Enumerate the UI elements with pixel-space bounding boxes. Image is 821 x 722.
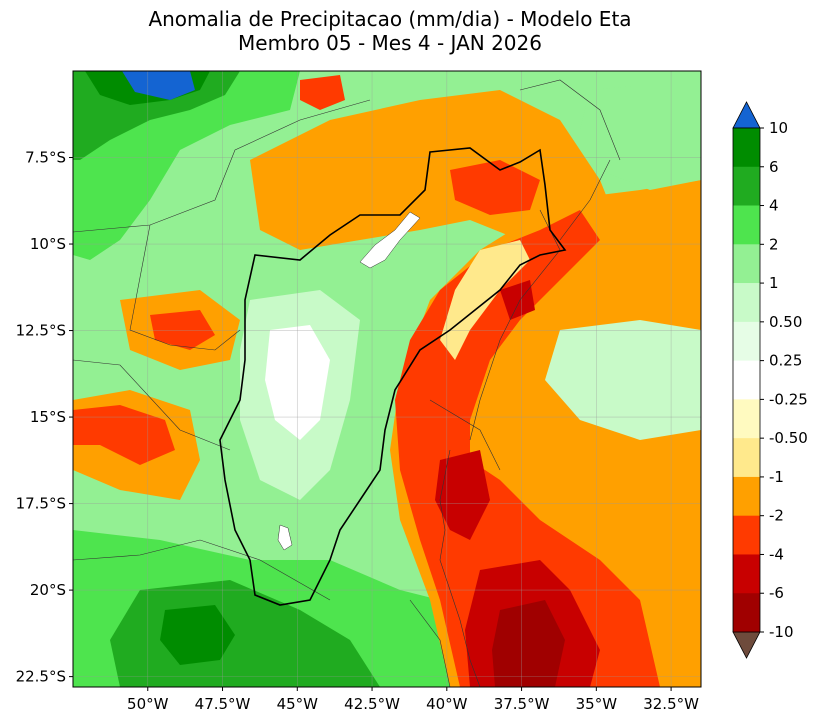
colorbar-tick-label: 10 <box>769 119 788 137</box>
colorbar-swatch <box>733 128 760 168</box>
lat-tick-label: 12.5°S <box>16 322 66 340</box>
field-red-north <box>300 75 345 110</box>
field-yellow-strip <box>440 240 530 360</box>
state-boundaries <box>73 79 621 687</box>
lake-north <box>359 211 421 269</box>
lon-tick-label: 40°W <box>426 695 468 713</box>
colorbar-swatch <box>733 554 760 594</box>
colorbar-swatch <box>733 360 760 400</box>
field-red-north-2 <box>450 160 540 215</box>
colorbar-tick-label: -0.25 <box>769 390 808 408</box>
colorbar-swatch <box>733 166 760 206</box>
field-green-east <box>545 320 701 440</box>
field-darkred-coast <box>500 280 535 320</box>
colorbar-tick-label: -4 <box>769 545 784 563</box>
field-blue-nw <box>122 71 195 100</box>
lat-tick-label: 22.5°S <box>16 668 66 686</box>
lon-tick-label: 37.5°W <box>494 695 550 713</box>
colorbar-extend-bottom <box>732 631 761 659</box>
colorbar-swatch <box>733 321 760 361</box>
colorbar-swatch <box>733 205 760 245</box>
colorbar-swatch <box>733 438 760 478</box>
lat-tick-label: 15°S <box>30 408 66 426</box>
lon-tick-label: 32.5°W <box>643 695 699 713</box>
region-outline <box>219 147 567 606</box>
field-red-west-2 <box>73 405 175 465</box>
colorbar-swatch <box>733 244 760 284</box>
colorbar-frame <box>732 127 761 633</box>
colorbar-tick-label: 0.50 <box>769 313 802 331</box>
longitude-ticks: 50°W 47.5°W 45°W 42.5°W 40°W 37.5°W 35°W 32.5°W <box>127 687 699 713</box>
lon-tick-label: 47.5°W <box>195 695 251 713</box>
colorbar-tick-label: -2 <box>769 507 784 525</box>
colorbar-swatch <box>733 515 760 555</box>
field-green-east-2 <box>580 80 701 190</box>
colorbar-extend-top <box>732 101 761 129</box>
map-title-line-2: Membro 05 - Mes 4 - JAN 2026 <box>238 31 542 55</box>
lon-tick-label: 50°W <box>127 695 169 713</box>
colorbar-swatch <box>733 593 760 633</box>
colorbar-tick-label: -1 <box>769 468 784 486</box>
latitude-ticks: 7.5°S 10°S 12.5°S 15°S 17.5°S 20°S 22.5°S <box>16 149 73 686</box>
lon-tick-label: 45°W <box>277 695 319 713</box>
lat-tick-label: 17.5°S <box>16 495 66 513</box>
map-title-line-1: Anomalia de Precipitacao (mm/dia) - Mode… <box>148 7 632 31</box>
colorbar-tick-label: 2 <box>769 235 779 253</box>
map-frame <box>72 70 702 688</box>
lat-tick-label: 10°S <box>30 235 66 253</box>
colorbar-tick-label: 1 <box>769 274 779 292</box>
field-orange-north <box>250 90 620 260</box>
colorbar: 10 6 4 2 1 0.50 0.25 -0.25 -0.50 -1 -2 -4 -6 -10 <box>732 101 808 659</box>
colorbar-tick-label: 0.25 <box>769 352 802 370</box>
field-darkestred-southeast <box>492 600 565 687</box>
lon-tick-label: 42.5°W <box>344 695 400 713</box>
field-darkgreen-sw-2 <box>160 605 235 665</box>
colorbar-tick-label: -10 <box>769 623 794 641</box>
colorbar-swatch <box>733 476 760 516</box>
colorbar-tick-label: -0.50 <box>769 429 808 447</box>
lat-tick-label: 7.5°S <box>25 149 66 167</box>
anomaly-field <box>73 71 701 687</box>
field-darkred-south <box>435 450 490 540</box>
colorbar-swatch <box>733 399 760 439</box>
colorbar-tick-label: 6 <box>769 158 779 176</box>
colorbar-tick-label: -6 <box>769 584 784 602</box>
lon-tick-label: 35°W <box>576 695 618 713</box>
lat-tick-label: 20°S <box>30 581 66 599</box>
colorbar-swatch <box>733 283 760 323</box>
colorbar-tick-label: 4 <box>769 197 779 215</box>
lake-south <box>277 524 293 551</box>
field-red-west <box>150 310 215 350</box>
gridlines <box>73 71 701 687</box>
